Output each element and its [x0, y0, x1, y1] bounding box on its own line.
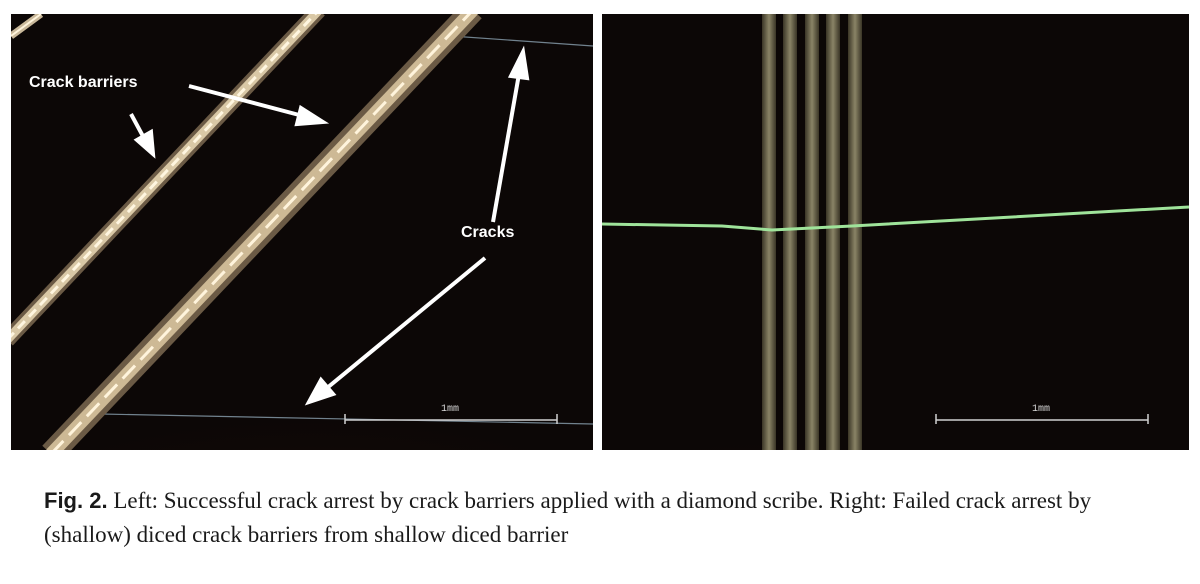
cracks-label: Cracks — [461, 224, 515, 241]
crack-barrier-top-left — [11, 14, 44, 39]
figure-number: Fig. 2. — [44, 488, 108, 513]
scale-bar-right — [935, 414, 1149, 424]
crack-barriers-label: Crack barriers — [29, 74, 138, 91]
scale-bar-label-right: 1mm — [1032, 404, 1051, 415]
crack-barrier-1 — [11, 14, 325, 346]
arrow-to-crack-bottom — [304, 256, 487, 406]
crack-line-through-barriers — [602, 205, 1189, 232]
caption-text: Left: Successful crack arrest by crack b… — [44, 488, 1092, 547]
arrow-to-crack-top — [491, 45, 530, 223]
crack-line-bottom — [100, 413, 593, 425]
right-micrograph: 1mm — [602, 14, 1189, 450]
left-micrograph-drawing — [11, 14, 593, 450]
right-micrograph-drawing — [602, 14, 1189, 450]
diced-barriers — [762, 14, 862, 450]
left-micrograph: Crack barriers Cracks 1mm — [11, 14, 593, 450]
arrow-to-barrier-1 — [129, 113, 156, 159]
figure-caption: Fig. 2. Left: Successful crack arrest by… — [44, 484, 1164, 552]
scale-bar-label-left: 1mm — [441, 404, 460, 415]
crack-line-top — [450, 35, 593, 47]
crack-barrier-2 — [42, 14, 482, 450]
arrow-to-barrier-2 — [188, 84, 330, 127]
scale-bar-left — [344, 414, 558, 424]
